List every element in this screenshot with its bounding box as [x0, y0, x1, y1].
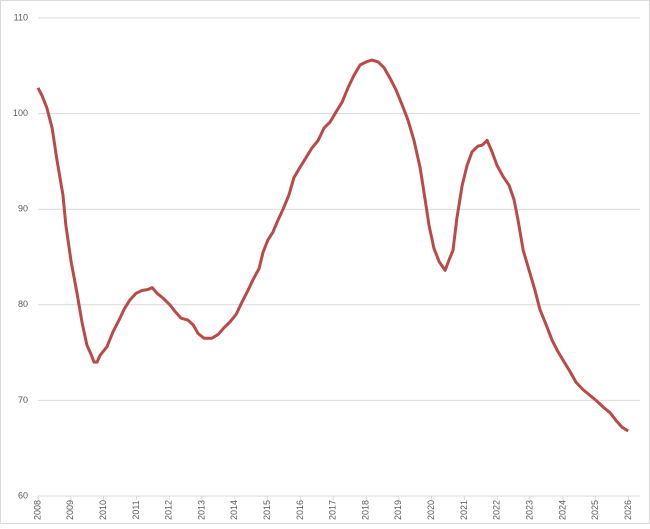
- x-tick-label: 2016: [295, 500, 305, 520]
- x-tick-label: 2008: [32, 500, 42, 520]
- x-tick-label: 2011: [131, 500, 141, 519]
- x-tick-label: 2015: [262, 500, 272, 520]
- x-tick-label: 2014: [229, 500, 239, 520]
- y-tick-label: 70: [18, 395, 28, 405]
- x-tick-label: 2010: [98, 500, 108, 520]
- x-tick-label: 2022: [492, 500, 502, 520]
- y-tick-label: 110: [14, 12, 28, 22]
- x-tick-label: 2020: [426, 500, 436, 520]
- data-line: [36, 58, 629, 433]
- y-tick-label: 100: [13, 108, 28, 118]
- y-tick-label: 80: [18, 299, 28, 309]
- x-tick-label: 2026: [623, 500, 633, 520]
- x-tick-label: 2013: [196, 500, 206, 520]
- y-tick-label: 60: [18, 490, 28, 500]
- x-tick-label: 2012: [164, 500, 174, 520]
- x-tick-label: 2009: [65, 500, 75, 520]
- x-tick-label: 2024: [557, 500, 567, 520]
- x-tick-label: 2017: [328, 500, 338, 520]
- x-tick-label: 2019: [393, 500, 403, 520]
- y-tick-label: 90: [18, 204, 28, 214]
- x-tick-label: 2018: [360, 500, 370, 520]
- x-tick-label: 2021: [459, 500, 469, 520]
- x-tick-label: 2023: [524, 500, 534, 520]
- x-tick-label: 2025: [590, 500, 600, 520]
